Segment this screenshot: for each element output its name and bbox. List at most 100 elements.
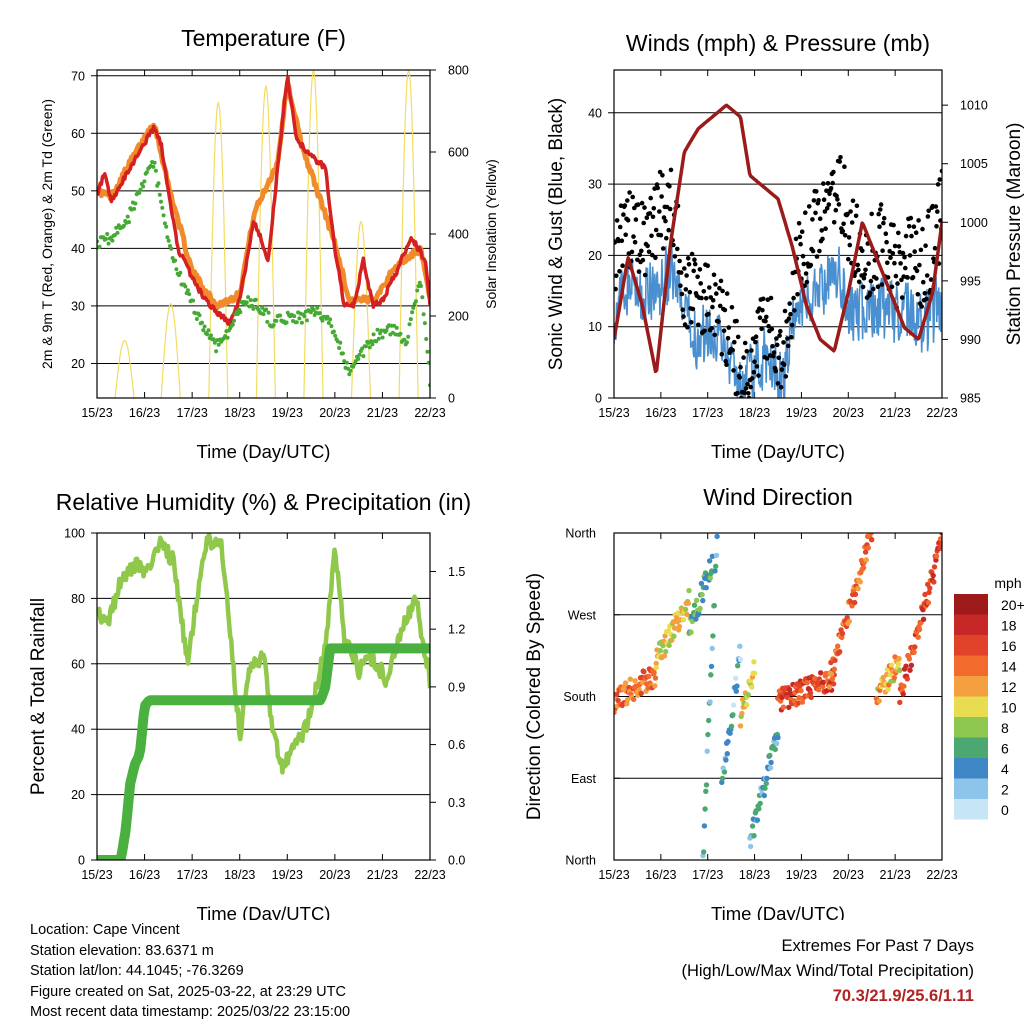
wind-direction-point	[653, 665, 659, 671]
dewpoint-point	[320, 318, 325, 323]
wind-direction-point	[796, 695, 802, 701]
y-tick-label: 10	[588, 320, 602, 334]
gust-point	[908, 215, 914, 221]
gust-point	[635, 202, 641, 207]
y2-tick-label: 1010	[960, 99, 988, 113]
gust-point	[642, 272, 648, 278]
y-tick-label: East	[571, 772, 597, 786]
dewpoint-point	[357, 352, 362, 357]
wind-direction-point	[888, 662, 895, 668]
extremes-description: (High/Low/Max Wind/Total Precipitation)	[681, 962, 974, 980]
dewpoint-point	[162, 221, 167, 226]
y-tick-label: 30	[71, 299, 85, 313]
x-tick-label: 16/23	[645, 406, 676, 420]
dewpoint-point	[404, 340, 409, 345]
gust-point	[876, 211, 881, 217]
dewpoint-point	[185, 288, 190, 293]
gust-point	[892, 260, 897, 266]
wind-direction-point	[846, 618, 852, 625]
legend-swatch	[954, 696, 988, 717]
gust-point	[895, 281, 900, 286]
wind-direction-point	[892, 654, 898, 660]
dewpoint-point	[238, 310, 243, 315]
dewpoint-point	[97, 244, 102, 249]
dewpoint-point	[205, 332, 210, 337]
wind-direction-point	[751, 659, 757, 665]
wind-direction-point	[652, 683, 658, 689]
gust-point	[793, 236, 799, 242]
gust-point	[827, 191, 832, 197]
gust-point	[686, 262, 692, 267]
dewpoint-point	[284, 320, 289, 325]
dewpoint-point	[225, 335, 230, 340]
dewpoint-point	[194, 317, 199, 321]
gust-point	[623, 232, 628, 238]
gust-point	[924, 296, 929, 302]
x-tick-label: 15/23	[81, 406, 112, 420]
dewpoint-point	[216, 342, 221, 347]
wind-direction-point	[773, 740, 780, 747]
wind-direction-point	[820, 683, 826, 690]
gust-point	[703, 296, 709, 301]
gust-point	[862, 272, 867, 277]
gust-point	[749, 376, 755, 381]
wind-direction-point	[723, 757, 729, 763]
legend-swatch	[954, 737, 988, 758]
wind-direction-point	[641, 669, 647, 675]
gust-point	[924, 273, 930, 278]
wind-direction-point	[904, 676, 910, 682]
dewpoint-point	[374, 339, 379, 344]
wind-direction-point	[737, 643, 743, 649]
gust-point	[874, 276, 879, 281]
gust-point	[866, 261, 871, 266]
y2-tick-label: 0.0	[448, 854, 465, 868]
wind-direction-point	[865, 545, 871, 551]
plot-frame	[613, 532, 943, 861]
dewpoint-point	[206, 328, 211, 333]
wind-direction-point	[682, 606, 689, 613]
gust-point	[875, 284, 881, 290]
dewpoint-point	[151, 164, 156, 169]
x-tick-label: 20/23	[833, 406, 864, 420]
dewpoint-point	[331, 329, 336, 334]
wind-direction-point	[837, 649, 843, 655]
dewpoint-point	[325, 314, 330, 319]
x-tick-label: 22/23	[926, 868, 957, 882]
gust-point	[811, 198, 817, 203]
gust-point	[850, 198, 856, 204]
wind-direction-point	[754, 817, 761, 823]
legend-label: 12	[1001, 679, 1017, 695]
wind-direction-point	[885, 686, 891, 693]
gust-point	[666, 227, 671, 233]
y-tick-label: 30	[588, 178, 602, 192]
dewpoint-point	[132, 206, 137, 211]
dewpoint-point	[326, 321, 331, 325]
gust-point	[689, 320, 694, 325]
wind-direction-point	[706, 558, 713, 564]
gust-point	[749, 348, 754, 353]
gust-point	[768, 295, 774, 301]
y-tick-label: North	[565, 854, 596, 868]
gust-point	[884, 239, 889, 245]
y-tick-label: 0	[595, 392, 602, 406]
y-tick-label: 40	[71, 242, 85, 256]
wind-direction-point	[713, 563, 719, 569]
dewpoint-point	[420, 295, 425, 300]
wind-direction-point	[749, 823, 756, 829]
gust-point	[653, 227, 659, 233]
gust-point	[860, 284, 866, 290]
gust-point	[817, 216, 823, 221]
dewpoint-point	[191, 298, 196, 303]
x-tick-label: 22/23	[414, 406, 445, 420]
gust-point	[845, 211, 850, 217]
wind-direction-point	[730, 702, 737, 708]
dewpoint-point	[197, 313, 202, 318]
legend-swatch	[954, 614, 988, 635]
y-tick-label: West	[568, 608, 597, 622]
dewpoint-point	[173, 258, 178, 263]
gust-point	[691, 268, 696, 274]
wind-direction-point	[811, 675, 818, 681]
dewpoint-point	[264, 307, 269, 312]
gust-point	[849, 220, 855, 225]
gust-point	[660, 173, 665, 178]
